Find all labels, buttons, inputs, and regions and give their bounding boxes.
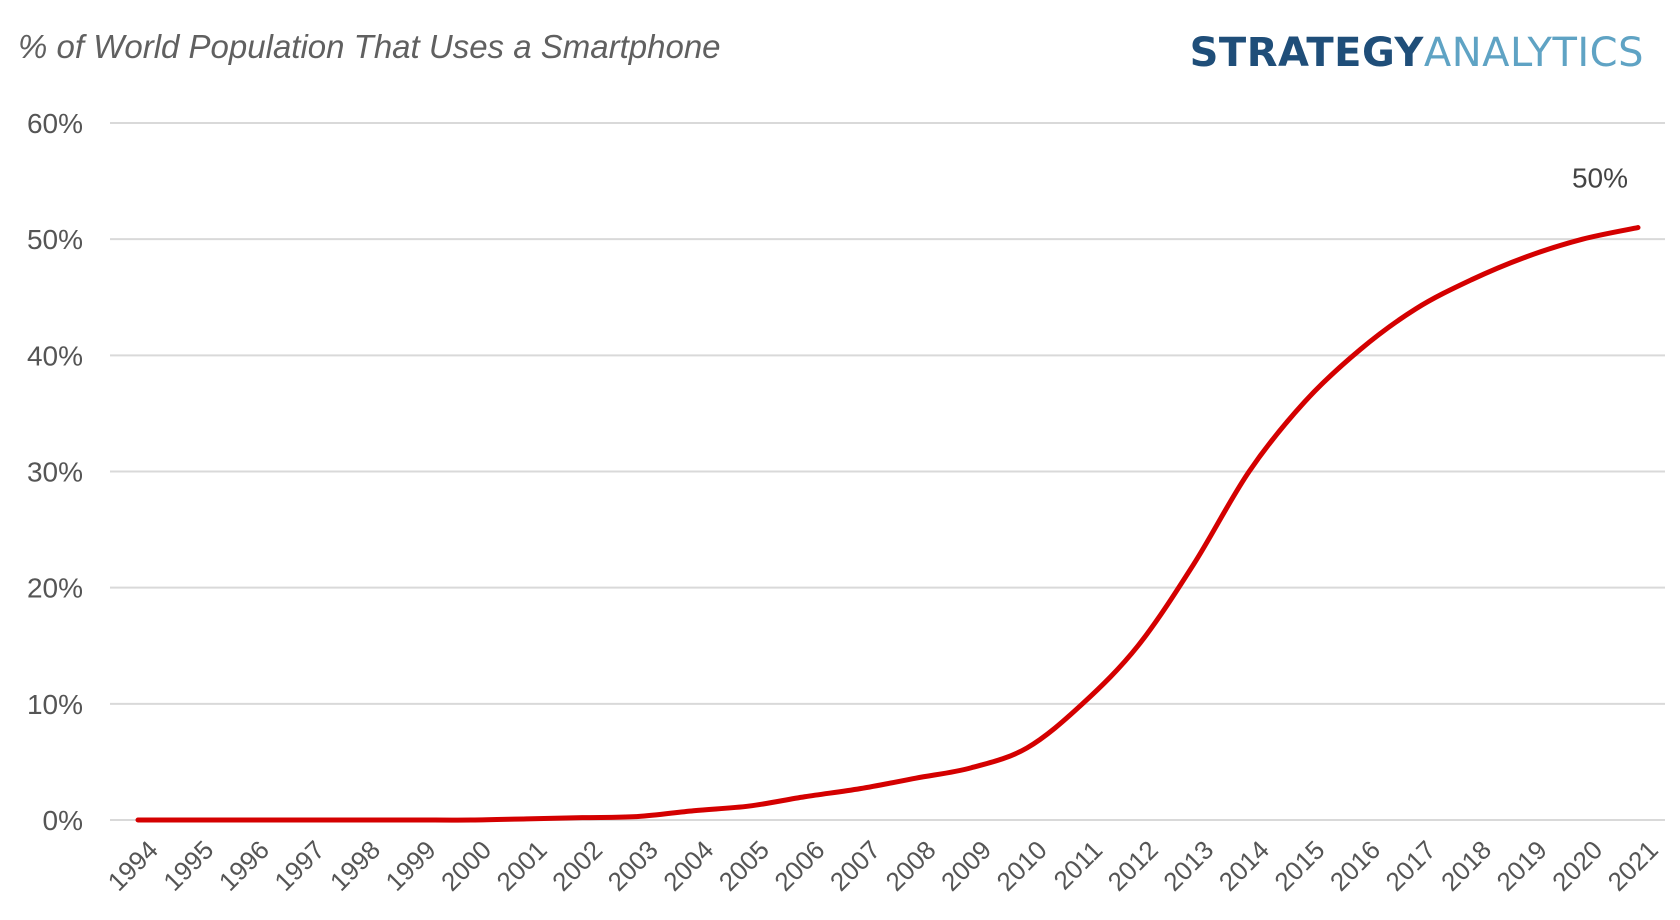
data-point — [968, 765, 974, 771]
x-tick-label: 2018 — [1435, 835, 1497, 897]
data-point — [746, 803, 752, 809]
x-tick-label: 2008 — [879, 835, 941, 897]
brand-logo-analytics: ANALYTICS — [1423, 30, 1644, 76]
x-tick-label: 2002 — [546, 835, 608, 897]
series-line — [135, 225, 1641, 823]
y-tick-label: 0% — [43, 805, 83, 836]
x-tick-label: 2004 — [657, 835, 719, 897]
data-point — [635, 814, 641, 820]
x-tick-label: 2013 — [1157, 835, 1219, 897]
x-tick-label: 1999 — [379, 835, 441, 897]
data-point — [802, 794, 808, 800]
y-tick-label: 50% — [27, 224, 83, 255]
annotations: 50% — [1572, 163, 1628, 194]
data-point — [1413, 306, 1419, 312]
data-point — [857, 786, 863, 792]
x-tick-label: 1996 — [213, 835, 275, 897]
x-tick-label: 2001 — [491, 835, 553, 897]
brand-logo: STRATEGYANALYTICS — [1190, 30, 1644, 76]
data-point — [524, 816, 530, 822]
data-point — [1024, 745, 1030, 751]
data-point — [1079, 701, 1085, 707]
y-tick-label: 30% — [27, 457, 83, 488]
x-tick-label: 2021 — [1602, 835, 1664, 897]
data-point — [1357, 347, 1363, 353]
x-tick-label: 2006 — [768, 835, 830, 897]
data-point — [913, 775, 919, 781]
data-point — [413, 817, 419, 823]
data-point — [1135, 643, 1141, 649]
data-point — [1246, 469, 1252, 475]
x-tick-label: 2016 — [1324, 835, 1386, 897]
x-tick-label: 2010 — [991, 835, 1053, 897]
data-point — [579, 815, 585, 821]
x-tick-label: 2003 — [602, 835, 664, 897]
x-tick-label: 2009 — [935, 835, 997, 897]
x-tick-label: 2014 — [1213, 835, 1275, 897]
gridlines — [110, 122, 1665, 821]
data-point — [302, 817, 308, 823]
y-tick-label: 40% — [27, 340, 83, 371]
x-tick-label: 1994 — [102, 835, 164, 897]
brand-logo-strategy: STRATEGY — [1189, 30, 1424, 76]
x-tick-label: 2007 — [824, 835, 886, 897]
y-tick-label: 60% — [27, 108, 83, 139]
chart-title: % of World Population That Uses a Smartp… — [18, 28, 721, 65]
data-point — [1302, 399, 1308, 405]
y-tick-label: 10% — [27, 689, 83, 720]
y-tick-label: 20% — [27, 573, 83, 604]
series-layer — [135, 225, 1641, 823]
x-tick-label: 2019 — [1491, 835, 1553, 897]
x-axis: 1994199519961997199819992000200120022003… — [102, 835, 1664, 897]
data-point — [246, 817, 252, 823]
x-tick-label: 2020 — [1546, 835, 1608, 897]
data-point — [1524, 254, 1530, 260]
x-tick-label: 2000 — [435, 835, 497, 897]
data-point — [1579, 236, 1585, 242]
data-point — [357, 817, 363, 823]
x-tick-label: 2005 — [713, 835, 775, 897]
x-tick-label: 2017 — [1379, 835, 1441, 897]
x-tick-label: 2012 — [1102, 835, 1164, 897]
x-tick-label: 1995 — [157, 835, 219, 897]
data-point — [1468, 277, 1474, 283]
x-tick-label: 2011 — [1048, 835, 1109, 896]
data-label: 50% — [1572, 163, 1628, 194]
data-point — [1191, 561, 1197, 567]
x-tick-label: 1998 — [324, 835, 386, 897]
x-tick-label: 2015 — [1268, 835, 1330, 897]
points-layer — [135, 225, 1641, 823]
y-axis: 0% 10% 20% 30% 40% 50% 60% — [27, 108, 83, 836]
data-point — [691, 808, 697, 814]
data-point — [1635, 225, 1641, 231]
x-tick-label: 1997 — [268, 835, 330, 897]
data-point — [468, 817, 474, 823]
data-point — [191, 817, 197, 823]
data-point — [135, 817, 141, 823]
